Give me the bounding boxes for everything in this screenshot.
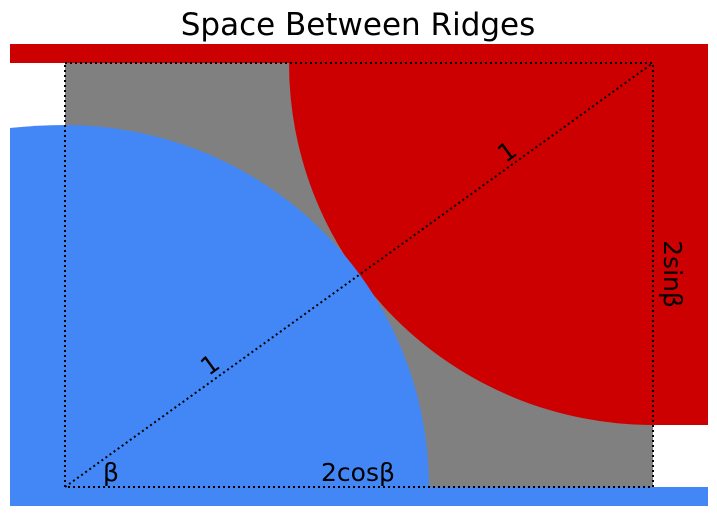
diagonal-line: [64, 62, 654, 488]
bounding-rectangle: [64, 62, 654, 488]
bottom-side-label: 2cosβ: [321, 458, 395, 487]
upper-ridge-band: [10, 44, 708, 63]
lower-ridge-band: [10, 487, 708, 506]
lower-ridge-arc: [10, 125, 429, 487]
diagram-title: Space Between Ridges: [181, 7, 536, 43]
vertical-side-label: 2sinβ: [658, 240, 687, 308]
angle-label: β: [103, 458, 119, 487]
upper-ridge-arc: [289, 63, 708, 425]
